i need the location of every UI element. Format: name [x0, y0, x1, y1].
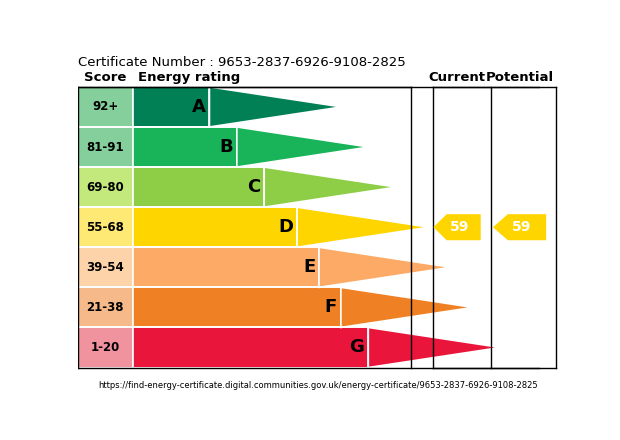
Text: 21-38: 21-38 [86, 301, 124, 314]
Text: 55-68: 55-68 [86, 221, 124, 234]
Bar [133, 247, 319, 287]
Text: 1-20: 1-20 [91, 341, 120, 354]
Polygon shape [210, 87, 342, 127]
Polygon shape [341, 287, 473, 327]
Polygon shape [237, 127, 369, 167]
Text: D: D [278, 218, 293, 236]
Bar [78, 247, 133, 287]
Text: C: C [247, 178, 260, 196]
Text: 59: 59 [450, 220, 469, 234]
Polygon shape [319, 247, 451, 287]
Text: 59: 59 [512, 220, 531, 234]
Bar [78, 207, 133, 247]
Text: https://find-energy-certificate.digital.communities.gov.uk/energy-certificate/96: https://find-energy-certificate.digital.… [98, 381, 538, 390]
Text: Energy rating: Energy rating [138, 71, 240, 84]
Text: 39-54: 39-54 [86, 261, 124, 274]
Bar [133, 87, 210, 127]
Polygon shape [433, 214, 481, 240]
Bar [133, 167, 264, 207]
Text: 81-91: 81-91 [86, 140, 124, 154]
Polygon shape [297, 207, 429, 247]
Polygon shape [368, 327, 500, 367]
Text: G: G [350, 338, 365, 356]
Bar [78, 287, 133, 327]
Text: Certificate Number : 9653-2837-6926-9108-2825: Certificate Number : 9653-2837-6926-9108… [78, 55, 405, 69]
Bar [78, 87, 133, 127]
Text: Current: Current [428, 71, 485, 84]
Bar [78, 127, 133, 167]
Text: E: E [303, 258, 315, 276]
Text: 92+: 92+ [92, 100, 118, 114]
Text: B: B [219, 138, 233, 156]
Polygon shape [493, 214, 546, 240]
Bar [133, 127, 237, 167]
Bar [133, 327, 368, 367]
Text: A: A [192, 98, 206, 116]
Bar [78, 167, 133, 207]
Polygon shape [264, 167, 396, 207]
Bar [78, 327, 133, 367]
Text: Score: Score [84, 71, 126, 84]
Bar [133, 207, 297, 247]
Bar [133, 287, 341, 327]
Text: F: F [325, 298, 337, 316]
Text: 69-80: 69-80 [86, 180, 124, 194]
Text: Potential: Potential [485, 71, 554, 84]
